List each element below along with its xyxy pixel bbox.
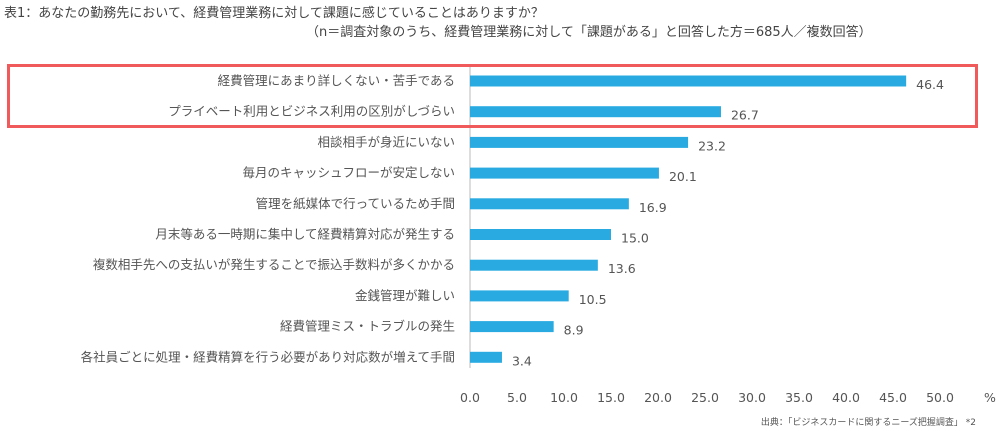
data-label: 46.4 xyxy=(916,77,944,92)
x-tick-label: 30.0 xyxy=(738,390,766,405)
data-label: 23.2 xyxy=(698,138,726,153)
x-tick-label: 50.0 xyxy=(926,390,954,405)
bar xyxy=(470,75,907,87)
category-label: 経費管理にあまり詳しくない・苦手である xyxy=(218,73,455,88)
category-label: 金銭管理が難しい xyxy=(355,288,455,303)
category-label: 管理を紙媒体で行っているため手間 xyxy=(256,196,455,211)
data-label: 15.0 xyxy=(621,231,649,246)
x-tick-label: 45.0 xyxy=(879,390,907,405)
data-label: 26.7 xyxy=(731,108,759,123)
highlight-frame xyxy=(7,64,978,128)
category-label: 各社員ごとに処理・経費精算を行う必要があり対応数が増えて手間 xyxy=(81,349,455,364)
bar xyxy=(470,229,611,240)
category-label: 経費管理ミス・トラブルの発生 xyxy=(280,319,455,334)
bar xyxy=(470,198,629,210)
bar xyxy=(470,136,689,148)
chart-title: 表1：あなたの勤務先において、経費管理業務に対して課題に感じていることはあります… xyxy=(4,6,544,21)
x-tick-label: 25.0 xyxy=(691,390,719,405)
x-tick-label: 0.0 xyxy=(460,390,480,405)
x-tick-label: 15.0 xyxy=(597,390,625,405)
data-label: 10.5 xyxy=(579,292,607,307)
x-tick-label: 5.0 xyxy=(507,390,527,405)
category-label: 相談相手が身近にいない xyxy=(317,134,455,149)
bar xyxy=(470,290,569,302)
data-label: 3.4 xyxy=(512,353,532,368)
category-label: 複数相手先への支払いが発生することで振込手数料が多くかかる xyxy=(93,257,455,272)
bar xyxy=(470,167,659,179)
bar xyxy=(470,106,721,118)
x-tick-label: 20.0 xyxy=(644,390,672,405)
x-tick-label: 35.0 xyxy=(785,390,813,405)
bar xyxy=(470,259,598,271)
x-axis-unit: % xyxy=(984,390,996,405)
bar xyxy=(470,351,502,363)
x-tick-label: 40.0 xyxy=(832,390,860,405)
data-label: 8.9 xyxy=(564,323,584,338)
data-label: 13.6 xyxy=(608,261,636,276)
data-label: 20.1 xyxy=(669,169,697,184)
bar xyxy=(470,321,554,333)
category-label: 月末等ある一時期に集中して経費精算対応が発生する xyxy=(155,227,455,242)
category-label: プライベート利用とビジネス利用の区別がしづらい xyxy=(168,104,455,119)
x-tick-label: 10.0 xyxy=(550,390,578,405)
data-label: 16.9 xyxy=(639,200,667,215)
category-label: 毎月のキャッシュフローが安定しない xyxy=(242,165,455,180)
chart-subtitle: （n＝調査対象のうち、経費管理業務に対して「課題がある」と回答した方＝685人／… xyxy=(306,25,872,40)
source-note: 出典：「ビジネスカードに関するニーズ把握調査」 *2 xyxy=(760,418,976,428)
